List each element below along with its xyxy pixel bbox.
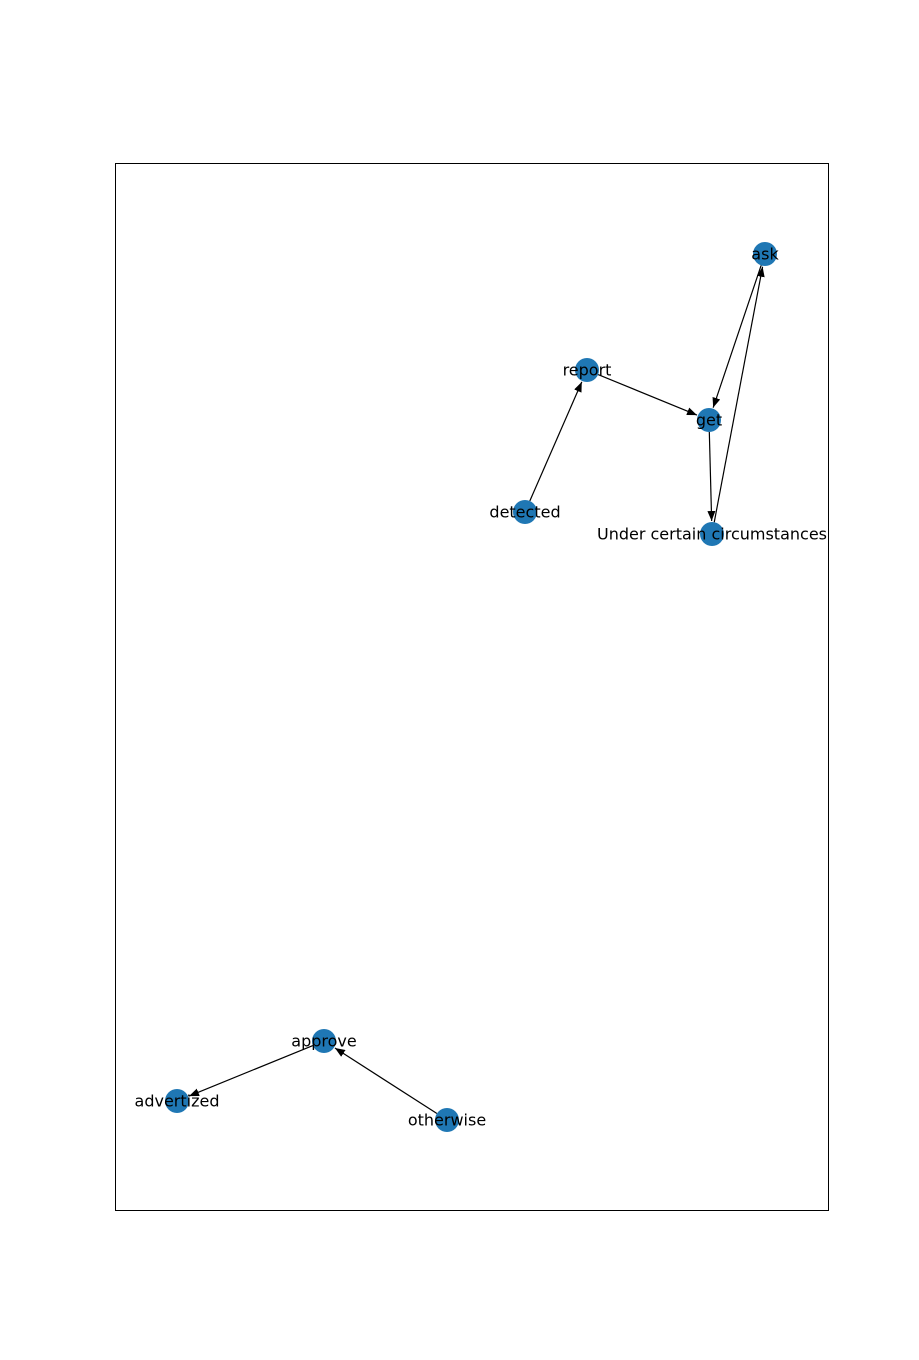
edges-layer	[188, 265, 765, 1115]
node-label-ask: ask	[751, 245, 779, 264]
node-label-otherwise: otherwise	[408, 1111, 486, 1130]
node-under	[700, 522, 724, 546]
node-label-report: report	[563, 361, 612, 380]
node-ask	[753, 242, 777, 266]
edge-get-to-under	[707, 431, 716, 522]
edge-under-to-ask	[713, 266, 765, 523]
nodes-layer	[165, 242, 777, 1132]
labels-layer: ask report get detected Under certain circum…	[135, 245, 827, 1130]
node-label-get: get	[696, 411, 722, 430]
node-report	[575, 358, 599, 382]
edge-otherwise-to-approve	[334, 1047, 438, 1115]
edge-approve-to-advertized	[188, 1044, 314, 1097]
node-label-advertized: advertized	[135, 1092, 220, 1111]
node-label-under: Under certain circumstances	[597, 525, 827, 544]
node-get	[697, 408, 721, 432]
node-label-detected: detected	[489, 503, 560, 522]
node-detected	[513, 500, 537, 524]
node-advertized	[165, 1089, 189, 1113]
node-approve	[312, 1029, 336, 1053]
plot-frame	[115, 163, 829, 1211]
node-otherwise	[435, 1108, 459, 1132]
edge-ask-to-get	[712, 265, 762, 408]
edge-report-to-get	[597, 373, 698, 416]
edge-detected-to-report	[529, 381, 583, 502]
node-label-approve: approve	[291, 1032, 356, 1051]
